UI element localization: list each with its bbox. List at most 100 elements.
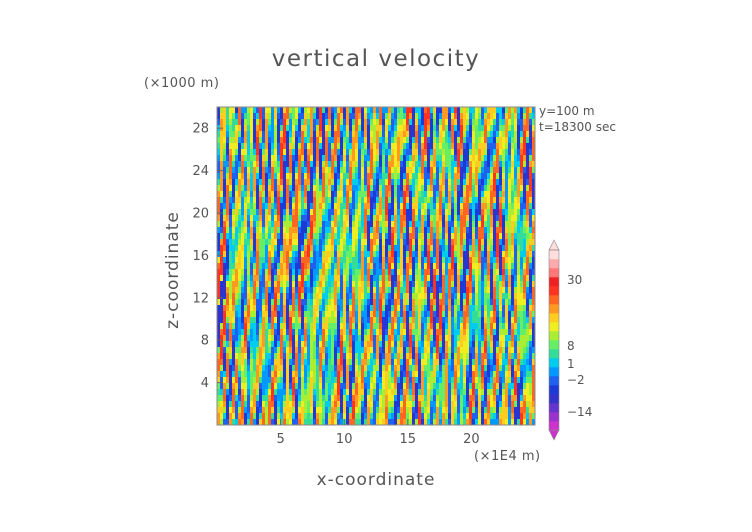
heatmap-cell <box>451 161 455 168</box>
heatmap-cell <box>523 317 527 324</box>
heatmap-cell <box>484 221 488 228</box>
heatmap-cell <box>502 221 506 228</box>
heatmap-cell <box>496 173 500 180</box>
heatmap-cell <box>523 245 527 252</box>
heatmap-cell <box>526 221 530 228</box>
heatmap-cell <box>442 221 446 228</box>
heatmap-cell <box>286 365 290 372</box>
heatmap-cell <box>475 335 479 342</box>
heatmap-cell <box>508 239 512 246</box>
heatmap-cell <box>499 263 503 270</box>
heatmap-cell <box>481 365 485 372</box>
heatmap-cell <box>298 281 302 288</box>
heatmap-cell <box>244 209 248 216</box>
heatmap-cell <box>442 335 446 342</box>
heatmap-cell <box>493 359 497 366</box>
heatmap-cell <box>433 299 437 306</box>
heatmap-cell <box>502 137 506 144</box>
heatmap-cell <box>517 335 521 342</box>
heatmap-cell <box>457 167 461 174</box>
heatmap-cell <box>259 131 263 138</box>
heatmap-cell <box>469 137 473 144</box>
heatmap-cell <box>256 197 260 204</box>
heatmap-cell <box>433 173 437 180</box>
heatmap-cell <box>442 371 446 378</box>
heatmap-cell <box>361 215 365 222</box>
heatmap-cell <box>340 323 344 330</box>
heatmap-cell <box>466 215 470 222</box>
heatmap-cell <box>229 113 233 120</box>
heatmap-cell <box>286 167 290 174</box>
heatmap-cell <box>250 233 254 240</box>
heatmap-cell <box>262 245 266 252</box>
heatmap-cell <box>289 305 293 312</box>
heatmap-cell <box>406 149 410 156</box>
heatmap-cell <box>337 281 341 288</box>
heatmap-cell <box>238 263 242 270</box>
heatmap-cell <box>274 149 278 156</box>
heatmap-cell <box>460 341 464 348</box>
heatmap-cell <box>232 185 236 192</box>
heatmap-cell <box>358 305 362 312</box>
heatmap-cell <box>424 275 428 282</box>
heatmap-cell <box>502 359 506 366</box>
heatmap-cell <box>493 173 497 180</box>
heatmap-cell <box>463 149 467 156</box>
heatmap-cell <box>229 257 233 264</box>
heatmap-cell <box>412 143 416 150</box>
heatmap-cell <box>433 323 437 330</box>
heatmap-cell <box>355 203 359 210</box>
heatmap-cell <box>505 245 509 252</box>
heatmap-cell <box>424 371 428 378</box>
heatmap-cell <box>376 197 380 204</box>
heatmap-cell <box>385 125 389 132</box>
heatmap-cell <box>454 191 458 198</box>
heatmap-cell <box>460 215 464 222</box>
heatmap-cell <box>424 269 428 276</box>
heatmap-cell <box>487 269 491 276</box>
heatmap-cell <box>520 251 524 258</box>
heatmap-cell <box>430 281 434 288</box>
x-axis-unit: (×1E4 m) <box>474 449 541 464</box>
heatmap-cell <box>385 377 389 384</box>
heatmap-cell <box>520 173 524 180</box>
heatmap-cell <box>256 233 260 240</box>
heatmap-cell <box>475 197 479 204</box>
heatmap-cell <box>328 149 332 156</box>
heatmap-cell <box>421 293 425 300</box>
heatmap-cell <box>364 341 368 348</box>
heatmap-cell <box>226 371 230 378</box>
heatmap-cell <box>265 311 269 318</box>
heatmap-cell <box>355 269 359 276</box>
heatmap-cell <box>379 335 383 342</box>
heatmap-cell <box>325 179 329 186</box>
heatmap-cell <box>358 185 362 192</box>
heatmap-cell <box>526 173 530 180</box>
heatmap-cell <box>442 203 446 210</box>
heatmap-cell <box>241 173 245 180</box>
heatmap-cell <box>415 173 419 180</box>
heatmap-cell <box>283 281 287 288</box>
heatmap-cell <box>478 335 482 342</box>
heatmap-cell <box>520 125 524 132</box>
heatmap-cell <box>253 221 257 228</box>
heatmap-cell <box>226 251 230 258</box>
heatmap-cell <box>379 263 383 270</box>
heatmap-cell <box>376 341 380 348</box>
heatmap-cell <box>481 347 485 354</box>
heatmap-cell <box>358 293 362 300</box>
heatmap-cell <box>502 185 506 192</box>
heatmap-cell <box>367 233 371 240</box>
heatmap-cell <box>430 131 434 138</box>
heatmap-cell <box>274 221 278 228</box>
heatmap-cell <box>478 245 482 252</box>
heatmap-cell <box>445 209 449 216</box>
heatmap-cell <box>346 371 350 378</box>
heatmap-cell <box>532 305 536 312</box>
heatmap-cell <box>277 137 281 144</box>
heatmap-cell <box>391 203 395 210</box>
heatmap-cell <box>337 287 341 294</box>
heatmap-cell <box>472 155 476 162</box>
heatmap-cell <box>220 197 224 204</box>
heatmap-cell <box>451 341 455 348</box>
